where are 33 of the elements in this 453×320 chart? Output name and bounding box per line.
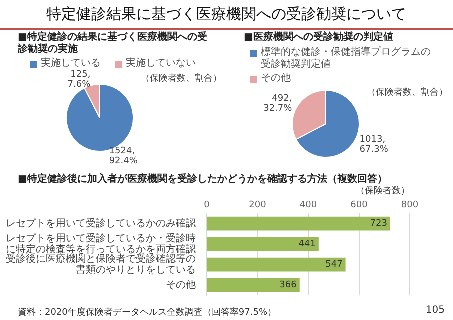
bar <box>208 278 300 292</box>
chart-subtitle: ■特定健診の結果に基づく医療機関への受診勧奨の実施 <box>18 32 208 56</box>
legend-label: その他 <box>261 73 291 85</box>
bar <box>208 258 346 272</box>
bar <box>208 216 390 231</box>
y-tick-label: 受診後に医療機関と保険者で受診確認等の書類のやりとりをしている <box>6 252 196 276</box>
x-tick-label: 800 <box>401 200 419 211</box>
data-label: 547 <box>326 260 343 270</box>
data-label: 441 <box>298 240 316 250</box>
data-label: 1524, 92.4% <box>109 146 138 167</box>
x-tick-label: 400 <box>300 200 318 211</box>
bar <box>208 237 319 252</box>
x-axis-title: （保険者数） <box>356 186 410 197</box>
data-label: 1013, 67.3% <box>360 134 389 155</box>
data-label: 366 <box>280 280 298 291</box>
legend-label: 実施していない <box>126 58 196 70</box>
y-tick-label: レセプトを用いて受診しているかのみ確認 <box>6 217 196 230</box>
y-tick-label: その他 <box>166 278 196 291</box>
chart-title: ■医療機関への受診勧奨の判定値 <box>244 32 394 44</box>
text: 特定健診結果に基づく医療機関への受診勧奨について <box>46 5 408 24</box>
legend-label: 実施している <box>41 58 101 70</box>
x-tick-label: 600 <box>350 200 368 211</box>
text: （保険者数、割合） <box>141 72 222 85</box>
data-label: 125, 7.6% <box>68 70 92 90</box>
data-label: 492, 32.7% <box>264 94 293 114</box>
legend-label: 標準的な健診・保健指導プログラムの受診勧奨判定値 <box>261 47 432 71</box>
text: 資料：2020年度保険者データヘルス全数調査（回答率97.5%） <box>18 306 276 319</box>
x-tick-label: 200 <box>249 200 267 211</box>
text: （保険者数、割合） <box>367 86 448 99</box>
data-label: 723 <box>370 219 388 230</box>
text: 105 <box>426 305 445 316</box>
chart-title: ■特定健診後に加入者が医療機関を受診したかどうかを確認する方法（複数回答） <box>18 172 388 186</box>
x-tick-label: 0 <box>204 200 210 211</box>
